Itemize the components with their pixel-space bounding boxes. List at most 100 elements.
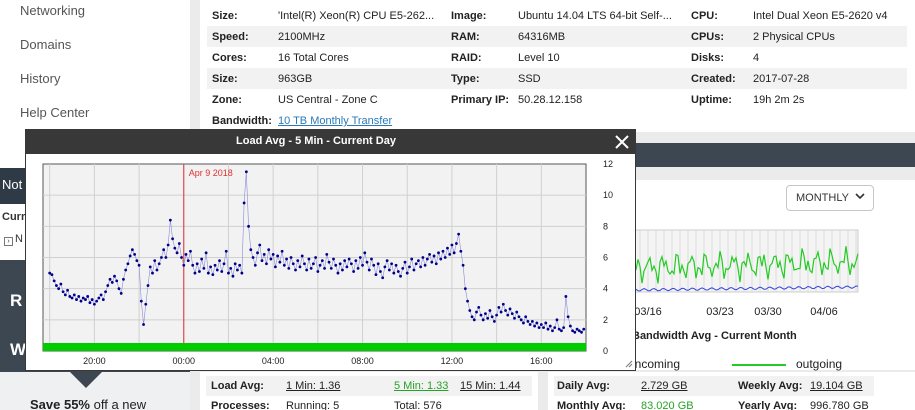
- data-point: [273, 265, 277, 269]
- current-item[interactable]: › N: [4, 233, 23, 246]
- data-point: [213, 263, 217, 267]
- data-point: [439, 257, 443, 261]
- yearly-avg-value[interactable]: 996.780 GB: [810, 400, 869, 410]
- data-point: [566, 315, 570, 319]
- data-point: [278, 260, 282, 264]
- data-point: [110, 281, 114, 284]
- bw-x-tick-label: 03/16: [634, 306, 662, 318]
- notifications-header: Not: [0, 168, 26, 204]
- info-label: CPUs:: [691, 31, 725, 43]
- data-point: [72, 293, 76, 297]
- data-point: [238, 263, 242, 267]
- bandwidth-link[interactable]: 10 TB Monthly Transfer: [278, 115, 393, 127]
- load-5min[interactable]: 5 Min: 1.33: [394, 380, 449, 392]
- data-point: [236, 268, 239, 272]
- legend-outgoing-line: [732, 364, 786, 366]
- data-point: [303, 262, 306, 266]
- data-point: [341, 268, 344, 272]
- processes-running: Running: 5: [286, 400, 340, 410]
- data-point: [77, 295, 81, 298]
- monthly-avg-value[interactable]: 83.020 GB: [641, 400, 694, 410]
- close-icon[interactable]: [609, 130, 635, 154]
- data-point: [128, 254, 132, 258]
- promo-text: Save 55% off a new: [30, 397, 146, 410]
- data-point: [495, 313, 499, 317]
- data-point: [394, 263, 398, 267]
- data-point: [408, 265, 411, 269]
- load-1min[interactable]: 1 Min: 1.36: [286, 380, 341, 392]
- bandwidth-stats-panel: Daily Avg: 2.729 GB Weekly Avg: 19.104 G…: [548, 372, 915, 410]
- load-row: Load Avg: 1 Min: 1.36 5 Min: 1.33 15 Min…: [206, 376, 532, 396]
- chevron-down-icon: [855, 193, 865, 200]
- data-point: [542, 326, 545, 330]
- data-point: [92, 302, 96, 306]
- data-point: [122, 277, 125, 281]
- data-point: [481, 318, 485, 322]
- sidebar-item-networking[interactable]: Networking: [20, 3, 86, 18]
- data-point: [258, 243, 262, 247]
- load-label: Load Avg:: [211, 380, 264, 392]
- bw-stats-row-2: Monthly Avg: 83.020 GB Yearly Avg: 996.7…: [554, 396, 874, 410]
- data-point: [173, 246, 177, 250]
- data-point: [530, 319, 534, 323]
- data-point: [280, 249, 284, 253]
- data-point: [457, 232, 461, 236]
- status-bar: [43, 343, 586, 351]
- sidebar-item-domains[interactable]: Domains: [20, 37, 72, 52]
- info-value: 2017-07-28: [753, 73, 810, 85]
- data-point: [262, 252, 266, 256]
- x-tick-label: 00:00: [173, 356, 196, 366]
- modal-title: Load Avg - 5 Min - Current Day: [236, 135, 396, 147]
- data-point: [314, 256, 318, 259]
- bandwidth-chart: 03/16 03/23 03/30 04/06: [631, 229, 859, 318]
- period-dropdown[interactable]: MONTHLY: [786, 185, 874, 211]
- sidebar-item-help-center[interactable]: Help Center: [20, 105, 90, 120]
- monthly-avg-label: Monthly Avg:: [557, 400, 626, 410]
- data-point: [119, 291, 123, 295]
- bandwidth-label: Bandwidth:: [212, 115, 272, 127]
- data-point: [370, 257, 373, 261]
- data-point: [305, 268, 309, 272]
- y-tick-label: 0: [603, 346, 608, 356]
- data-point: [307, 257, 311, 261]
- data-point: [211, 273, 215, 277]
- data-point: [202, 267, 206, 270]
- data-point: [240, 271, 244, 275]
- data-point: [562, 326, 566, 330]
- info-label: Size:: [212, 10, 238, 22]
- weekly-avg-value[interactable]: 19.104 GB: [810, 380, 863, 392]
- resize-handle-icon[interactable]: [625, 360, 633, 368]
- promo-rest: off a new: [90, 397, 147, 410]
- data-point: [133, 252, 137, 256]
- load-15min[interactable]: 15 Min: 1.44: [460, 380, 521, 392]
- data-point: [573, 330, 577, 334]
- yearly-avg-label: Yearly Avg:: [738, 400, 798, 410]
- data-point: [104, 290, 107, 294]
- data-point: [555, 318, 559, 322]
- outgoing-series: [631, 246, 859, 284]
- data-point: [269, 257, 273, 261]
- data-point: [571, 329, 574, 333]
- data-point: [513, 316, 516, 320]
- info-value: 64316MB: [518, 31, 566, 43]
- data-point: [294, 268, 297, 272]
- info-label: Size:: [212, 73, 238, 85]
- data-point: [177, 242, 181, 245]
- data-point: [437, 251, 440, 255]
- data-point: [180, 256, 183, 259]
- data-point: [515, 310, 519, 314]
- data-point: [390, 262, 393, 266]
- data-point: [343, 259, 347, 263]
- data-point: [260, 259, 264, 263]
- data-point: [387, 268, 391, 272]
- data-point: [86, 295, 90, 298]
- data-point: [383, 265, 387, 269]
- data-point: [66, 288, 69, 292]
- data-point: [81, 296, 85, 300]
- sidebar-item-history[interactable]: History: [20, 71, 61, 86]
- daily-avg-value[interactable]: 2.729 GB: [641, 380, 688, 392]
- data-point: [452, 251, 456, 255]
- data-point: [381, 276, 385, 280]
- y-tick-label: 10: [603, 190, 613, 200]
- y-tick-label: 6: [603, 253, 608, 263]
